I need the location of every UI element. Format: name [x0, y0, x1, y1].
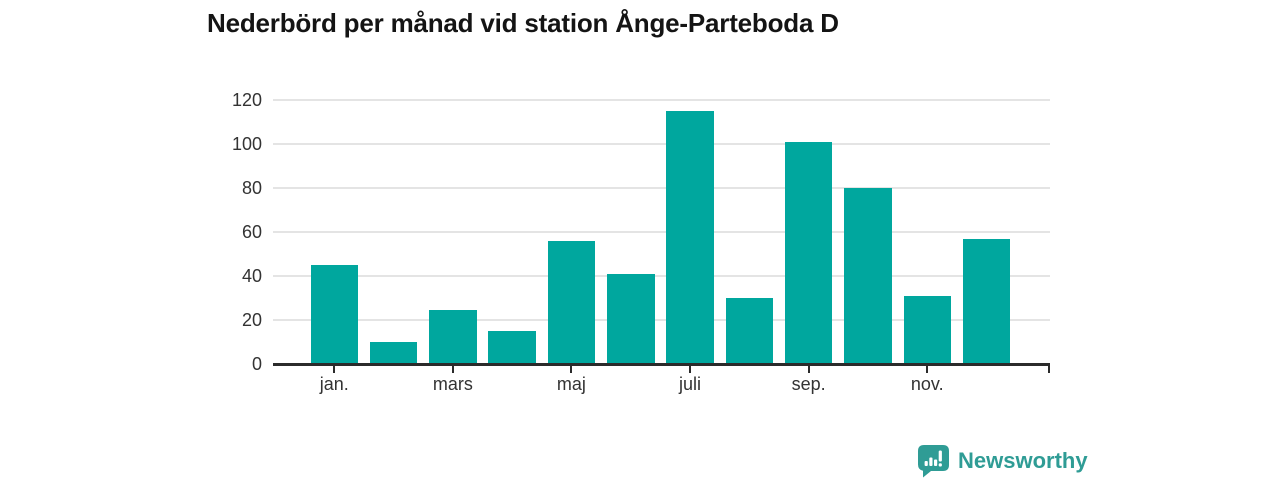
- x-axis-tick-label: maj: [556, 374, 586, 394]
- gridline-60: [273, 231, 1050, 233]
- x-axis-tick: [451, 365, 454, 373]
- bar-apr: [488, 331, 536, 364]
- bar-nov: [903, 295, 951, 364]
- bar-okt: [844, 188, 892, 364]
- x-axis-tick-label: mars: [432, 374, 473, 394]
- bar-dec: [962, 238, 1011, 364]
- chart-title: Nederbörd per månad vid station Ånge-Par…: [207, 8, 839, 38]
- y-axis-tick-label: 60: [241, 222, 262, 242]
- x-axis-tick: [333, 365, 336, 373]
- gridline-80: [273, 187, 1050, 189]
- gridline-100: [273, 143, 1050, 145]
- bar-aug: [725, 298, 774, 364]
- y-axis-tick-label: 0: [251, 354, 262, 374]
- x-axis-line: [273, 362, 1050, 366]
- x-axis-tick: [807, 365, 810, 373]
- bar-jan: [310, 265, 358, 364]
- newsworthy-logo-icon: [917, 444, 950, 478]
- bar-sep: [784, 141, 833, 364]
- bar-feb: [369, 342, 418, 364]
- newsworthy-brand-link[interactable]: Newsworthy: [917, 444, 1088, 478]
- gridline-40: [273, 275, 1050, 277]
- x-axis-tick-label: juli: [679, 374, 702, 394]
- bar-jun: [607, 273, 655, 364]
- x-axis-end-tick: [1048, 365, 1050, 373]
- gridline-120: [273, 99, 1050, 101]
- y-axis-tick-label: 80: [241, 178, 262, 198]
- x-axis-tick: [689, 365, 692, 373]
- x-axis-tick: [926, 365, 929, 373]
- x-axis-tick-label: jan.: [319, 374, 349, 394]
- y-axis-tick-label: 100: [231, 134, 262, 154]
- brand-name: Newsworthy: [958, 448, 1088, 473]
- bar-mars: [429, 310, 477, 364]
- bar-maj: [547, 240, 596, 364]
- y-axis-tick-label: 120: [231, 90, 262, 110]
- y-axis-tick-label: 20: [241, 310, 262, 330]
- x-axis-tick-label: sep.: [791, 374, 826, 394]
- x-axis-tick: [570, 365, 573, 373]
- bar-juli: [666, 111, 714, 364]
- x-axis-tick-label: nov.: [910, 374, 944, 394]
- y-axis-tick-label: 40: [241, 266, 262, 286]
- gridline-20: [273, 319, 1050, 321]
